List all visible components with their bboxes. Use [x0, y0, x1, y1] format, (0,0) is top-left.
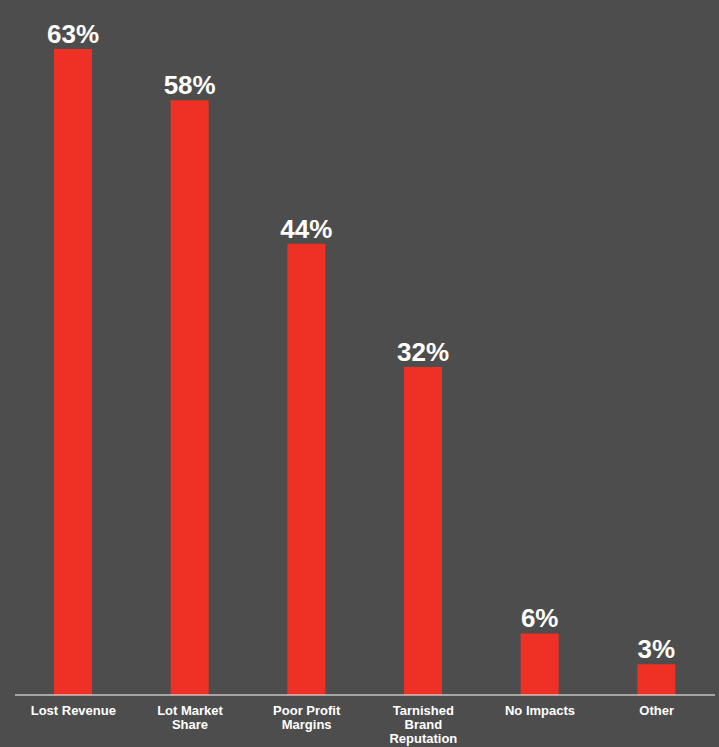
- svg-text:Lost Revenue: Lost Revenue: [31, 703, 116, 718]
- svg-text:Poor ProfitMargins: Poor ProfitMargins: [273, 703, 341, 732]
- svg-text:Lot MarketShare: Lot MarketShare: [157, 703, 223, 732]
- svg-text:Other: Other: [639, 703, 674, 718]
- svg-text:63%: 63%: [47, 19, 99, 49]
- svg-text:No Impacts: No Impacts: [505, 703, 575, 718]
- svg-text:TarnishedBrandReputation: TarnishedBrandReputation: [389, 703, 457, 746]
- svg-text:3%: 3%: [638, 634, 676, 664]
- svg-text:44%: 44%: [280, 214, 332, 244]
- svg-text:6%: 6%: [521, 603, 559, 633]
- svg-text:32%: 32%: [397, 337, 449, 367]
- svg-text:58%: 58%: [164, 70, 216, 100]
